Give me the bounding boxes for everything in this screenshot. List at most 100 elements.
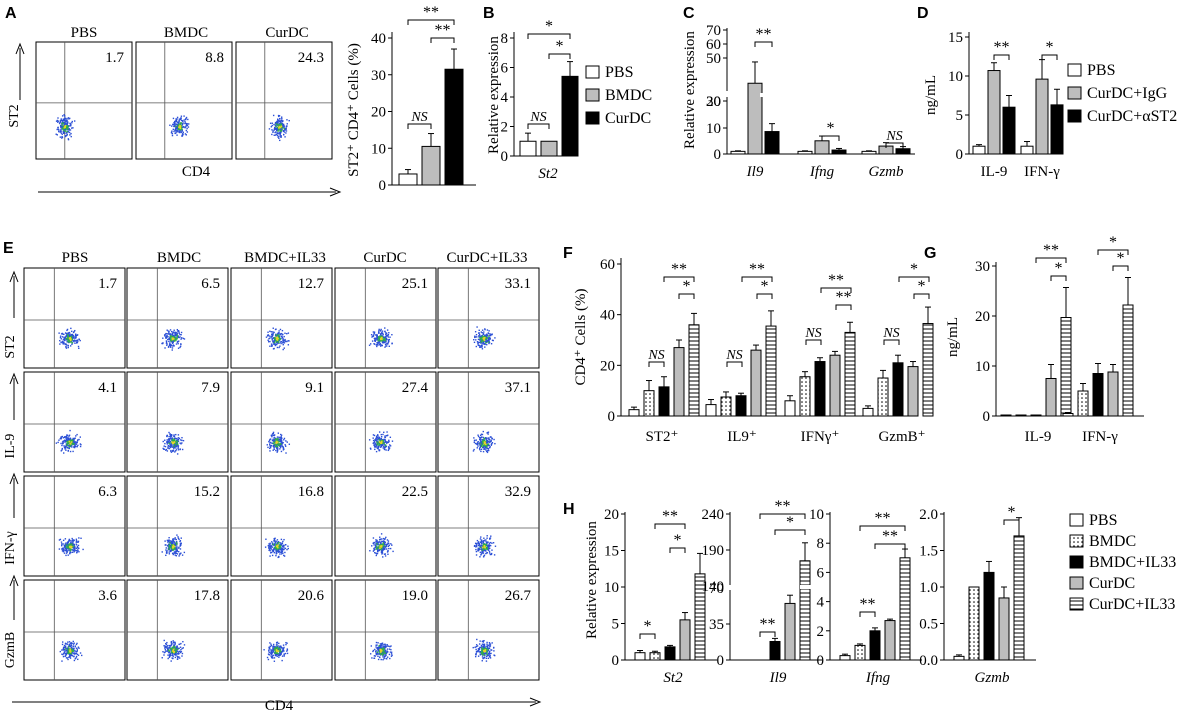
flow-dot [67, 332, 69, 334]
flow-dot [372, 442, 374, 444]
flow-dot [68, 641, 71, 643]
flow-dot [381, 331, 383, 334]
flow-dot [178, 643, 180, 646]
flow-dot [281, 550, 284, 553]
flow-dot [75, 542, 77, 544]
flow-dot [488, 341, 491, 344]
flow-dot [373, 657, 376, 659]
flow-dot [376, 552, 379, 555]
bar [1050, 104, 1064, 155]
flow-dot [67, 658, 69, 661]
flow-dot-dense [280, 124, 282, 126]
flow-dot [69, 134, 71, 136]
axis-break-gap [724, 585, 736, 590]
flow-dot-dense [66, 334, 69, 336]
flow-dot-dense [482, 651, 485, 653]
flow-dot [282, 441, 284, 444]
flow-dot [169, 445, 171, 448]
flow-dot [476, 443, 479, 445]
flow-dot-dense [381, 653, 384, 656]
flow-dot [476, 336, 478, 338]
flow-dot [382, 537, 385, 540]
flow-dot [281, 128, 283, 130]
flow-dot [283, 347, 285, 349]
flow-dot [487, 541, 489, 543]
significance-bracket [820, 287, 852, 293]
flow-dot [372, 537, 375, 539]
flow-dot [369, 550, 371, 552]
flow-dot-core [70, 546, 72, 549]
flow-dot [381, 549, 384, 552]
flow-dot [381, 548, 384, 551]
flow-dot-core [276, 339, 279, 341]
flow-dot [489, 645, 492, 647]
flow-dot [479, 556, 481, 558]
flow-dot [65, 654, 67, 657]
flow-dot [486, 440, 488, 442]
flow-dot [475, 648, 477, 651]
flow-dot [381, 444, 384, 446]
flow-dot-dense [62, 128, 64, 131]
flow-dot [372, 542, 375, 544]
flow-dot [475, 333, 478, 336]
flow-dot [280, 553, 283, 555]
flow-dot [478, 335, 480, 337]
flow-dot [77, 544, 80, 547]
flow-dot [72, 450, 74, 453]
flow-dot-dense [279, 649, 281, 651]
flow-dot [65, 347, 68, 349]
significance-label: * [545, 18, 553, 35]
flow-dot [474, 655, 477, 658]
x-category-label: IL-9 [981, 164, 1008, 180]
flow-dot [63, 548, 65, 551]
flow-dot [61, 119, 63, 122]
flow-dot [73, 340, 75, 343]
flow-dot-core [276, 336, 279, 339]
flow-dot [481, 436, 483, 438]
flow-dot [388, 340, 390, 343]
flow-dot [69, 437, 72, 439]
flow-dot [481, 643, 484, 645]
flow-dot-dense [176, 543, 178, 545]
flow-dot-dense [383, 647, 385, 649]
flow-dot [78, 347, 80, 350]
flow-plot-frame [23, 267, 126, 369]
significance-bracket [663, 276, 695, 282]
flow-dot [67, 541, 70, 543]
x-category-label: GzmB⁺ [878, 429, 925, 445]
significance-bracket [913, 293, 930, 299]
flow-dot [268, 547, 270, 549]
flow-dot [179, 345, 182, 347]
flow-dot [475, 653, 477, 655]
flow-dot [485, 660, 488, 662]
flow-dot [78, 547, 80, 550]
flow-dot [175, 447, 177, 449]
flow-dot [489, 441, 491, 444]
flow-dot [168, 539, 170, 541]
flow-dot [64, 440, 67, 443]
flow-dot [473, 339, 475, 341]
flow-percent-value: 26.7 [505, 588, 532, 604]
flow-dot [175, 540, 178, 543]
flow-dot [381, 549, 383, 552]
flow-dot [265, 538, 267, 540]
flow-dot [279, 341, 282, 343]
flow-dot [372, 439, 375, 442]
flow-dot [74, 653, 76, 655]
flow-dot [170, 434, 173, 436]
flow-dot-dense [482, 440, 485, 443]
flow-dot-dense [61, 124, 63, 126]
flow-dot-dense [277, 542, 280, 544]
flow-dot [477, 434, 479, 436]
flow-dot [164, 442, 166, 445]
flow-dot [272, 334, 274, 337]
flow-dot [482, 552, 485, 554]
flow-dot [474, 335, 476, 337]
flow-dot [72, 544, 74, 546]
flow-dot [176, 131, 178, 133]
flow-dot [284, 445, 287, 447]
flow-dot [75, 647, 78, 649]
flow-dot [388, 338, 391, 341]
bar [861, 150, 877, 155]
flow-dot-dense [174, 442, 177, 445]
